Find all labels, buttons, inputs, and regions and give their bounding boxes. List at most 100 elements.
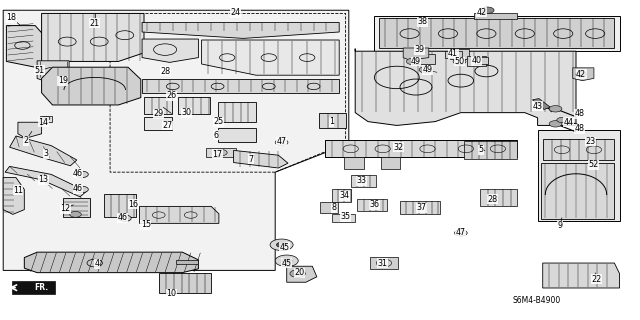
Polygon shape — [379, 18, 614, 48]
Circle shape — [275, 139, 288, 146]
Text: 44: 44 — [563, 118, 573, 127]
Text: 27: 27 — [163, 121, 173, 130]
Polygon shape — [144, 117, 172, 130]
Text: 35: 35 — [340, 212, 351, 221]
Circle shape — [549, 106, 562, 112]
Text: 28: 28 — [160, 67, 170, 76]
Text: 20: 20 — [294, 268, 305, 277]
Circle shape — [275, 255, 298, 267]
Polygon shape — [355, 49, 576, 125]
Polygon shape — [541, 163, 614, 219]
Text: 45: 45 — [280, 243, 290, 252]
Text: 29: 29 — [154, 109, 164, 118]
Text: 28: 28 — [488, 195, 498, 204]
Text: 48: 48 — [574, 124, 584, 133]
Polygon shape — [319, 113, 346, 128]
Text: 37: 37 — [416, 204, 426, 212]
Polygon shape — [325, 140, 517, 157]
Text: 49: 49 — [422, 65, 433, 74]
Text: 47: 47 — [276, 137, 287, 146]
Polygon shape — [332, 214, 355, 222]
Polygon shape — [450, 49, 469, 59]
Polygon shape — [63, 198, 90, 217]
Text: 10: 10 — [166, 289, 177, 298]
Text: 23: 23 — [585, 137, 595, 146]
Text: 40: 40 — [472, 56, 482, 65]
Text: 4: 4 — [95, 260, 100, 268]
Text: 47: 47 — [456, 228, 466, 237]
Text: 50: 50 — [454, 57, 465, 66]
Circle shape — [481, 7, 494, 13]
Circle shape — [406, 58, 419, 65]
Text: 31: 31 — [378, 259, 388, 268]
Circle shape — [118, 215, 131, 221]
Text: 19: 19 — [58, 76, 68, 85]
Polygon shape — [206, 148, 236, 157]
Text: 34: 34 — [339, 191, 349, 200]
Text: FR.: FR. — [34, 283, 48, 292]
Text: 46: 46 — [73, 169, 83, 178]
Text: 7: 7 — [248, 155, 253, 164]
Text: 13: 13 — [38, 175, 49, 184]
Polygon shape — [320, 202, 338, 213]
Text: 52: 52 — [589, 160, 599, 169]
Polygon shape — [538, 130, 620, 221]
Polygon shape — [40, 116, 52, 122]
Text: 51: 51 — [35, 66, 45, 75]
Text: 42: 42 — [476, 8, 486, 17]
Polygon shape — [6, 26, 48, 67]
Polygon shape — [370, 257, 398, 269]
Polygon shape — [573, 68, 594, 81]
Polygon shape — [543, 139, 614, 160]
Circle shape — [214, 149, 227, 156]
Polygon shape — [144, 97, 172, 114]
Polygon shape — [218, 102, 256, 122]
Polygon shape — [5, 166, 86, 197]
Polygon shape — [42, 13, 144, 61]
Polygon shape — [24, 252, 198, 273]
Text: 33: 33 — [356, 176, 367, 185]
Text: 14: 14 — [38, 118, 49, 127]
Polygon shape — [3, 10, 349, 270]
Text: 21: 21 — [90, 19, 100, 28]
Polygon shape — [202, 40, 339, 75]
Polygon shape — [176, 260, 198, 264]
Polygon shape — [475, 57, 488, 64]
Text: 16: 16 — [128, 200, 138, 209]
Text: 6: 6 — [214, 131, 219, 140]
Polygon shape — [12, 281, 55, 294]
Circle shape — [453, 58, 466, 65]
Polygon shape — [400, 201, 440, 214]
Polygon shape — [140, 206, 219, 223]
Circle shape — [454, 230, 467, 236]
Text: 18: 18 — [6, 13, 17, 22]
Polygon shape — [10, 136, 77, 166]
Text: 22: 22 — [591, 275, 602, 284]
Polygon shape — [357, 199, 387, 211]
Text: 9: 9 — [557, 221, 563, 230]
Polygon shape — [344, 157, 364, 169]
Polygon shape — [374, 16, 620, 51]
Polygon shape — [416, 54, 435, 64]
Polygon shape — [351, 175, 376, 187]
Polygon shape — [142, 22, 339, 38]
Circle shape — [557, 117, 567, 123]
Text: 1: 1 — [329, 117, 334, 126]
Polygon shape — [543, 263, 620, 288]
Polygon shape — [381, 157, 400, 169]
Circle shape — [549, 121, 562, 127]
Polygon shape — [464, 141, 517, 159]
Polygon shape — [37, 61, 69, 84]
Text: 3: 3 — [44, 149, 49, 158]
Text: 43: 43 — [532, 102, 543, 111]
Text: 24: 24 — [230, 8, 241, 17]
Text: 39: 39 — [414, 45, 424, 54]
Polygon shape — [532, 99, 550, 109]
Circle shape — [282, 258, 292, 263]
Text: 42: 42 — [576, 70, 586, 79]
Text: 2: 2 — [23, 136, 28, 145]
Text: S6M4-B4900: S6M4-B4900 — [512, 296, 561, 305]
Polygon shape — [480, 189, 517, 206]
Circle shape — [576, 72, 586, 77]
Text: 17: 17 — [212, 150, 223, 159]
